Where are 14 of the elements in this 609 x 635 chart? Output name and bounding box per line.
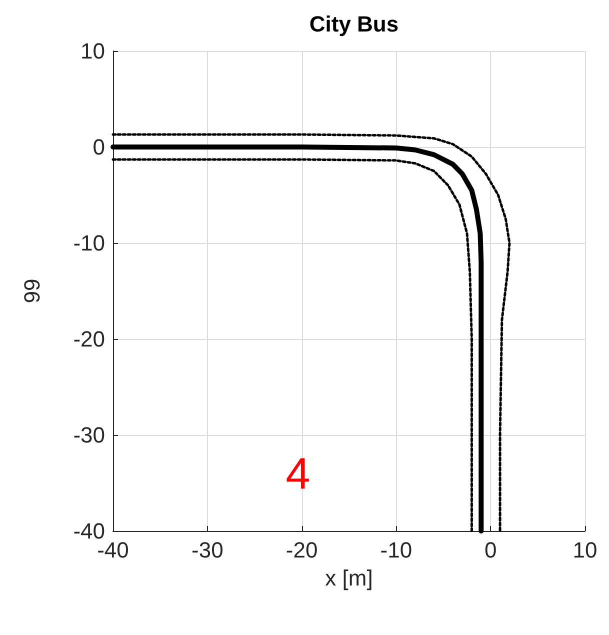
chart-title: City Bus <box>309 12 399 36</box>
y-tick-label: -20 <box>73 326 105 352</box>
x-tick-label: -10 <box>380 538 412 562</box>
x-tick-label: 0 <box>484 538 497 562</box>
x-tick-label: 10 <box>572 538 598 562</box>
y-tick-label: 10 <box>80 38 105 64</box>
annotation: 4 <box>286 450 310 498</box>
x-tick-label: -20 <box>286 538 318 562</box>
x-axis-title: x [m] <box>325 566 373 590</box>
y-axis-title: 99 <box>20 278 44 304</box>
y-tick-label: -30 <box>73 422 105 448</box>
x-tick-label: -30 <box>192 538 224 562</box>
y-tick-label: -10 <box>73 230 105 256</box>
y-tick-label: 0 <box>92 134 105 160</box>
